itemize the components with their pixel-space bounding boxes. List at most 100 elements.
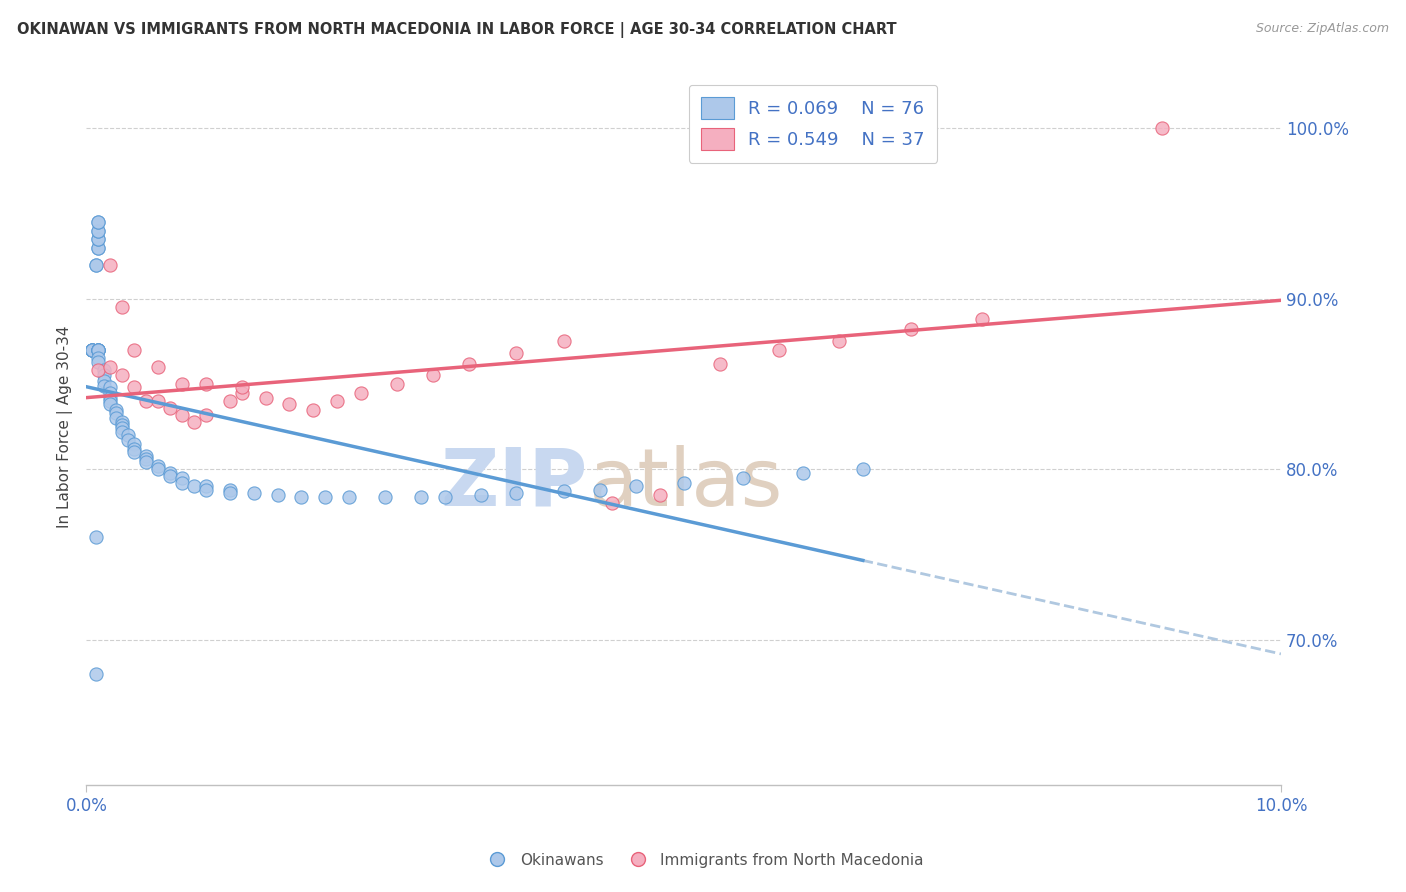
Point	[82, 343, 104, 357]
Point	[409, 490, 432, 504]
Point	[146, 394, 169, 409]
Point	[93, 378, 115, 392]
Legend: R = 0.069    N = 76, R = 0.549    N = 37: R = 0.069 N = 76, R = 0.549 N = 37	[689, 85, 938, 163]
Point	[98, 397, 121, 411]
Point	[122, 436, 145, 450]
Point	[111, 417, 134, 432]
Point	[768, 343, 790, 357]
Point	[87, 241, 110, 255]
Point	[972, 312, 994, 326]
Point	[553, 334, 575, 349]
Point	[82, 343, 104, 357]
Point	[1150, 121, 1173, 136]
Point	[505, 486, 527, 500]
Point	[278, 397, 301, 411]
Point	[111, 425, 134, 439]
Point	[733, 471, 755, 485]
Point	[600, 496, 623, 510]
Point	[231, 385, 253, 400]
Point	[350, 385, 373, 400]
Point	[93, 363, 115, 377]
Point	[374, 490, 396, 504]
Point	[385, 376, 408, 391]
Point	[135, 449, 157, 463]
Point	[87, 215, 110, 229]
Point	[87, 343, 110, 357]
Point	[87, 215, 110, 229]
Point	[709, 357, 731, 371]
Point	[87, 343, 110, 357]
Point	[135, 452, 157, 467]
Point	[254, 391, 277, 405]
Point	[117, 428, 139, 442]
Point	[242, 486, 264, 500]
Point	[326, 394, 349, 409]
Point	[98, 391, 121, 405]
Point	[433, 490, 456, 504]
Point	[87, 343, 110, 357]
Point	[266, 488, 288, 502]
Point	[122, 380, 145, 394]
Point	[792, 466, 814, 480]
Point	[314, 490, 336, 504]
Point	[93, 368, 115, 383]
Point	[505, 346, 527, 360]
Point	[218, 394, 240, 409]
Y-axis label: In Labor Force | Age 30-34: In Labor Force | Age 30-34	[58, 326, 73, 528]
Point	[105, 402, 128, 417]
Point	[159, 466, 181, 480]
Point	[111, 368, 134, 383]
Point	[98, 385, 121, 400]
Point	[87, 343, 110, 357]
Point	[648, 488, 671, 502]
Point	[87, 355, 110, 369]
Legend: Okinawans, Immigrants from North Macedonia: Okinawans, Immigrants from North Macedon…	[477, 847, 929, 873]
Point	[84, 531, 107, 545]
Point	[146, 462, 169, 476]
Point	[84, 258, 107, 272]
Point	[87, 241, 110, 255]
Point	[135, 455, 157, 469]
Point	[470, 488, 492, 502]
Point	[194, 408, 217, 422]
Text: atlas: atlas	[588, 445, 783, 523]
Point	[87, 363, 110, 377]
Point	[122, 343, 145, 357]
Point	[122, 442, 145, 456]
Point	[105, 406, 128, 420]
Point	[422, 368, 444, 383]
Point	[98, 380, 121, 394]
Point	[589, 483, 612, 497]
Point	[82, 343, 104, 357]
Point	[111, 421, 134, 435]
Point	[87, 351, 110, 366]
Point	[194, 376, 217, 391]
Point	[170, 475, 193, 490]
Point	[105, 411, 128, 425]
Point	[146, 458, 169, 473]
Point	[84, 258, 107, 272]
Point	[87, 232, 110, 246]
Point	[672, 475, 695, 490]
Point	[290, 490, 312, 504]
Point	[624, 479, 647, 493]
Point	[170, 376, 193, 391]
Text: ZIP: ZIP	[441, 445, 588, 523]
Point	[159, 401, 181, 415]
Point	[98, 394, 121, 409]
Point	[553, 484, 575, 499]
Point	[457, 357, 479, 371]
Point	[87, 343, 110, 357]
Point	[84, 667, 107, 681]
Point	[231, 380, 253, 394]
Point	[194, 483, 217, 497]
Point	[98, 258, 121, 272]
Point	[122, 445, 145, 459]
Point	[87, 223, 110, 237]
Point	[87, 232, 110, 246]
Text: OKINAWAN VS IMMIGRANTS FROM NORTH MACEDONIA IN LABOR FORCE | AGE 30-34 CORRELATI: OKINAWAN VS IMMIGRANTS FROM NORTH MACEDO…	[17, 22, 897, 38]
Point	[159, 469, 181, 483]
Point	[852, 462, 875, 476]
Point	[218, 483, 240, 497]
Point	[183, 479, 205, 493]
